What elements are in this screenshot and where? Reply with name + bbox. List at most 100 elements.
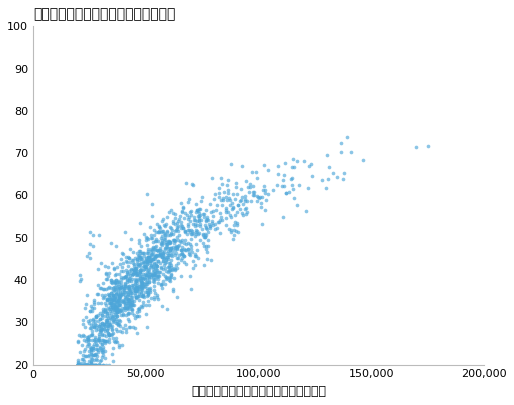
Point [129,249,137,255]
Point [84,336,93,342]
Point [124,297,133,304]
Point [126,236,135,243]
Point [115,309,123,315]
Point [117,284,125,291]
Point [185,227,193,233]
Point [196,223,204,229]
Point [83,343,91,350]
Point [137,279,145,285]
Point [159,216,168,223]
Point [74,337,82,344]
Point [261,190,269,196]
Point [169,230,177,237]
Point [149,275,157,281]
Point [135,307,143,314]
Point [98,320,106,326]
Point [85,347,94,354]
Point [102,333,110,339]
Point [103,309,111,316]
Point [328,169,337,176]
Point [112,325,120,332]
Point [88,330,96,337]
Point [108,326,116,333]
Point [167,245,175,252]
Point [152,243,160,249]
Point [142,272,151,278]
Point [121,300,129,307]
Point [132,284,140,290]
Point [86,308,94,314]
Point [132,294,140,300]
Point [117,268,125,275]
Point [184,246,192,252]
Point [112,290,120,296]
Point [133,284,141,290]
Point [258,220,266,227]
Point [192,201,200,207]
Point [164,245,172,252]
Point [131,291,139,298]
Point [118,304,126,311]
Point [87,359,95,365]
Point [98,331,106,338]
Point [149,239,157,245]
Point [150,271,158,277]
Point [136,254,144,261]
Point [123,298,131,305]
Point [80,345,88,352]
Point [89,317,97,324]
Point [149,256,157,262]
Point [98,312,106,319]
Point [133,260,141,267]
Point [120,285,128,292]
Point [109,292,117,298]
Point [191,233,199,239]
Point [108,307,117,313]
Point [86,317,94,324]
Point [144,254,153,260]
Point [123,263,132,269]
Point [322,184,330,191]
Point [121,258,130,264]
Point [237,196,246,203]
Point [145,273,154,280]
Point [167,272,175,279]
Point [182,180,190,186]
Point [149,269,157,275]
Point [192,253,200,259]
Point [204,217,212,223]
Point [185,213,193,220]
Point [135,252,143,258]
Point [172,243,180,250]
Point [101,328,109,335]
Point [222,215,230,221]
Point [98,326,106,332]
Point [111,314,119,320]
Point [86,255,94,262]
Point [160,262,169,268]
Point [138,293,146,300]
Point [112,335,120,341]
Point [155,247,163,253]
Point [108,296,116,303]
Point [142,234,150,240]
Point [191,209,199,215]
Point [192,241,200,247]
Point [200,261,208,268]
Point [142,255,151,261]
Point [86,361,95,368]
Point [139,263,148,269]
Point [105,292,114,298]
Point [124,254,132,260]
Point [102,337,111,344]
Point [128,272,136,278]
Point [136,261,144,268]
Point [112,305,120,311]
Point [99,344,107,350]
Point [117,312,125,318]
Point [96,326,104,333]
Point [120,298,128,305]
Point [149,277,157,284]
Point [100,337,108,344]
Point [307,161,315,168]
